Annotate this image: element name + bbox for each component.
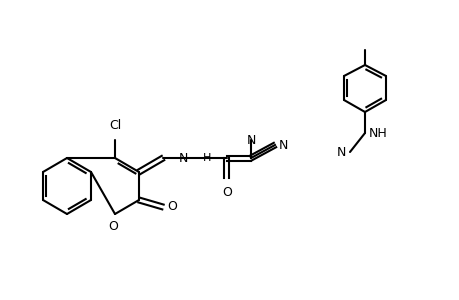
Text: O: O xyxy=(222,186,231,199)
Text: Cl: Cl xyxy=(109,119,121,132)
Text: N: N xyxy=(178,152,187,164)
Text: N: N xyxy=(279,139,288,152)
Text: O: O xyxy=(167,200,177,214)
Text: N: N xyxy=(246,134,255,146)
Text: H: H xyxy=(202,153,211,163)
Text: O: O xyxy=(108,220,118,233)
Text: NH: NH xyxy=(368,127,387,140)
Text: N: N xyxy=(336,146,345,158)
